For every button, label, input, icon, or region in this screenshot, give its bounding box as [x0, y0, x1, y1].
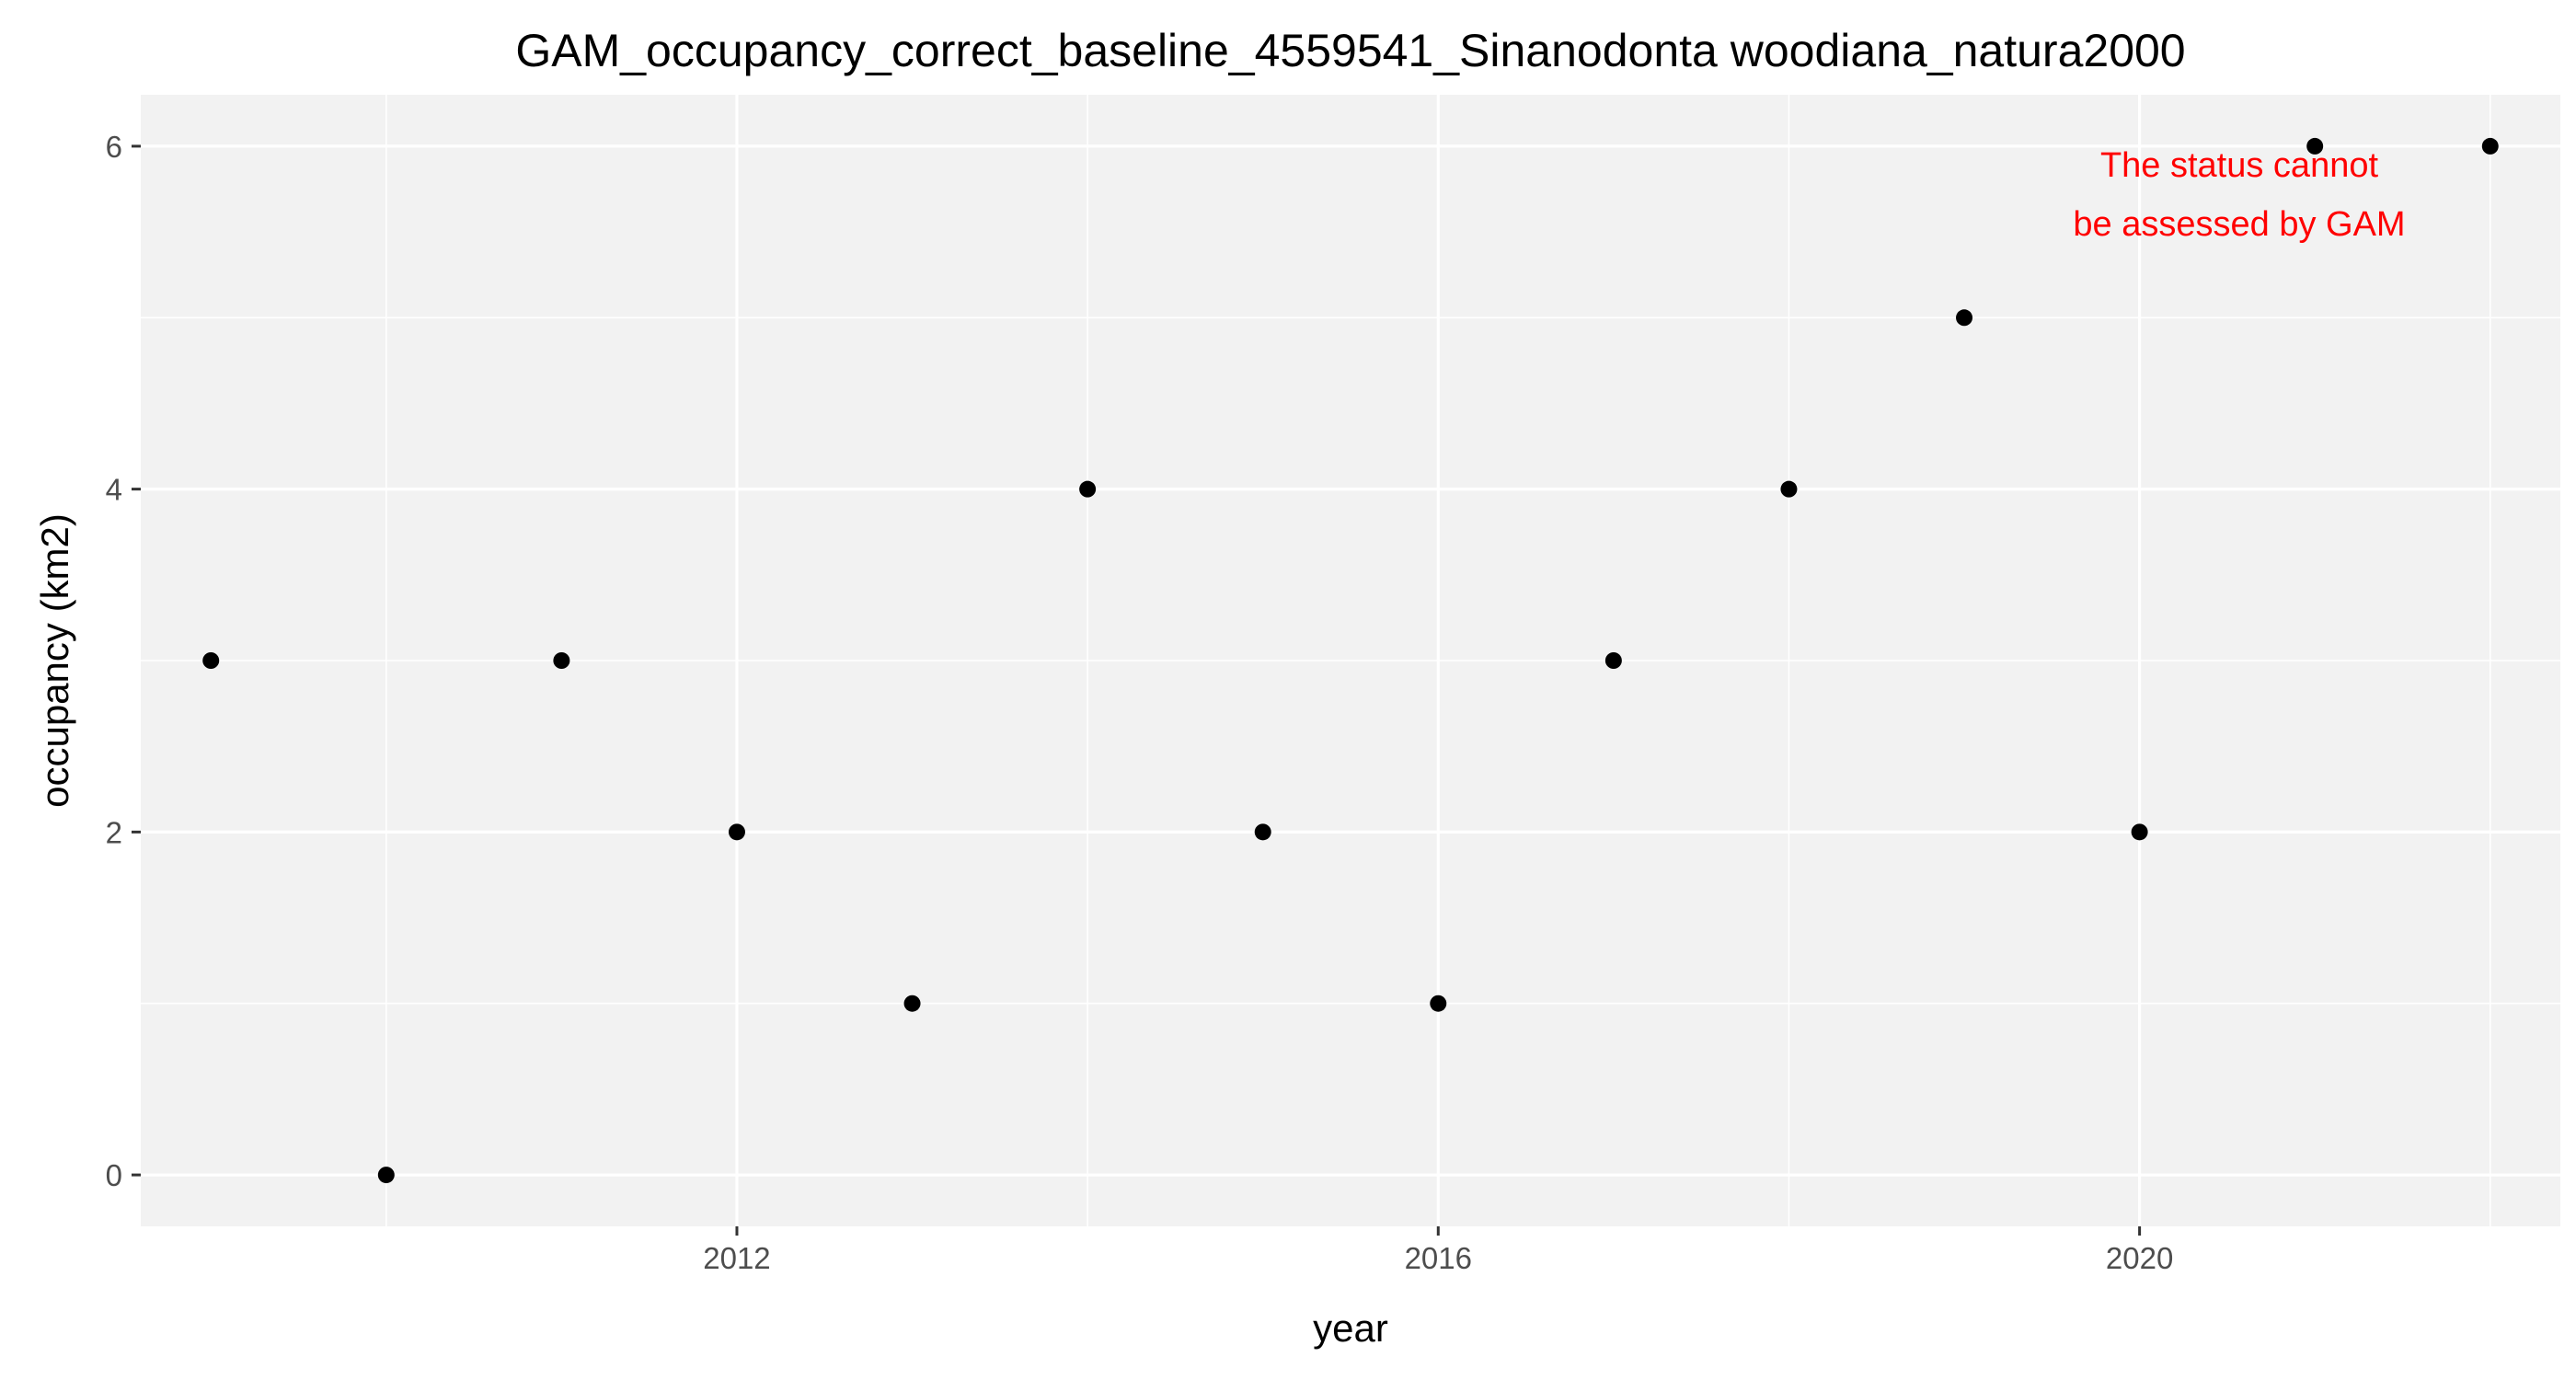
data-point [728, 823, 745, 841]
data-point [202, 652, 220, 669]
y-tick-label: 6 [106, 130, 122, 164]
data-point [1956, 309, 1973, 327]
data-point [2131, 823, 2148, 841]
x-axis-title: year [1313, 1306, 1388, 1350]
data-point [2481, 137, 2499, 155]
annotation-line-2: be assessed by GAM [2073, 205, 2405, 244]
data-point [377, 1167, 395, 1184]
y-axis-ticks: 0 2 4 6 [106, 130, 141, 1192]
y-tick-label: 2 [106, 815, 122, 849]
y-axis-title: occupancy (km2) [33, 513, 76, 808]
annotation-line-1: The status cannot [2100, 146, 2379, 185]
chart-title: GAM_occupancy_correct_baseline_4559541_S… [515, 25, 2185, 76]
x-axis-ticks: 2012 2016 2020 [703, 1226, 2173, 1275]
data-point [1430, 995, 1447, 1012]
data-point [1254, 823, 1271, 841]
data-point [1780, 480, 1798, 498]
data-point [1079, 480, 1097, 498]
x-tick-label: 2016 [1405, 1241, 1472, 1275]
data-point [903, 995, 921, 1012]
x-tick-label: 2020 [2106, 1241, 2173, 1275]
data-point [2306, 137, 2324, 155]
data-point [1604, 652, 1622, 669]
y-tick-label: 4 [106, 473, 122, 507]
minor-gridlines [141, 95, 2560, 1226]
data-points [202, 137, 2499, 1184]
data-point [553, 652, 570, 669]
x-tick-label: 2012 [703, 1241, 770, 1275]
major-gridlines [141, 95, 2560, 1226]
y-tick-label: 0 [106, 1158, 122, 1192]
